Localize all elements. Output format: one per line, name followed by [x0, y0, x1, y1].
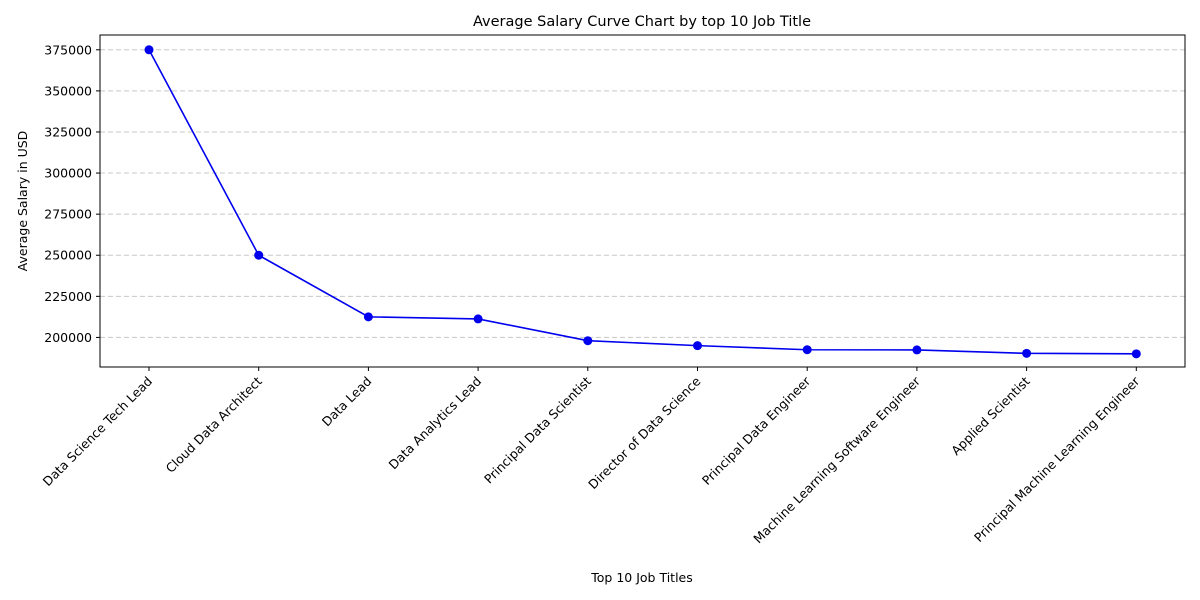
- y-tick-label: 375000: [44, 42, 92, 57]
- x-tick-label: Data Analytics Lead: [386, 374, 485, 473]
- grid-lines: [100, 49, 1185, 338]
- salary-points: [144, 45, 1141, 359]
- x-tick-label: Principal Data Engineer: [699, 373, 814, 488]
- y-tick-label: 350000: [44, 83, 92, 98]
- y-axis-label: Average Salary in USD: [15, 131, 30, 272]
- data-point: [473, 314, 483, 324]
- y-tick-label: 300000: [44, 166, 92, 181]
- y-tick-label: 325000: [44, 124, 92, 139]
- x-axis-ticks: Data Science Tech Lead Cloud Data Archite…: [40, 367, 1143, 546]
- y-axis-ticks: 200000 225000 250000 275000 300000 325000 3500…: [44, 42, 100, 345]
- x-tick-label: Cloud Data Architect: [163, 373, 265, 475]
- y-tick-label: 275000: [44, 207, 92, 222]
- chart-title: Average Salary Curve Chart by top 10 Job…: [473, 14, 811, 30]
- data-point: [1022, 348, 1032, 358]
- plot-frame: [99, 34, 1186, 368]
- data-point: [363, 312, 373, 322]
- y-tick-label: 225000: [44, 289, 92, 304]
- data-point: [583, 336, 593, 346]
- data-point: [693, 341, 702, 351]
- x-tick-label: Director of Data Science: [585, 373, 704, 492]
- data-point: [802, 345, 812, 355]
- data-point: [1131, 349, 1141, 359]
- x-axis-label: Top 10 Job Titles: [590, 570, 693, 585]
- x-tick-label: Applied Scientist: [948, 373, 1033, 458]
- data-point: [912, 345, 922, 355]
- x-tick-label: Data Science Tech Lead: [40, 374, 155, 489]
- data-point: [144, 45, 154, 55]
- data-point: [254, 250, 264, 260]
- y-tick-label: 200000: [44, 330, 92, 345]
- x-tick-label: Data Lead: [319, 374, 375, 430]
- x-tick-label: Principal Data Scientist: [481, 373, 594, 486]
- salary-line: [148, 49, 1137, 355]
- y-tick-label: 250000: [44, 248, 92, 263]
